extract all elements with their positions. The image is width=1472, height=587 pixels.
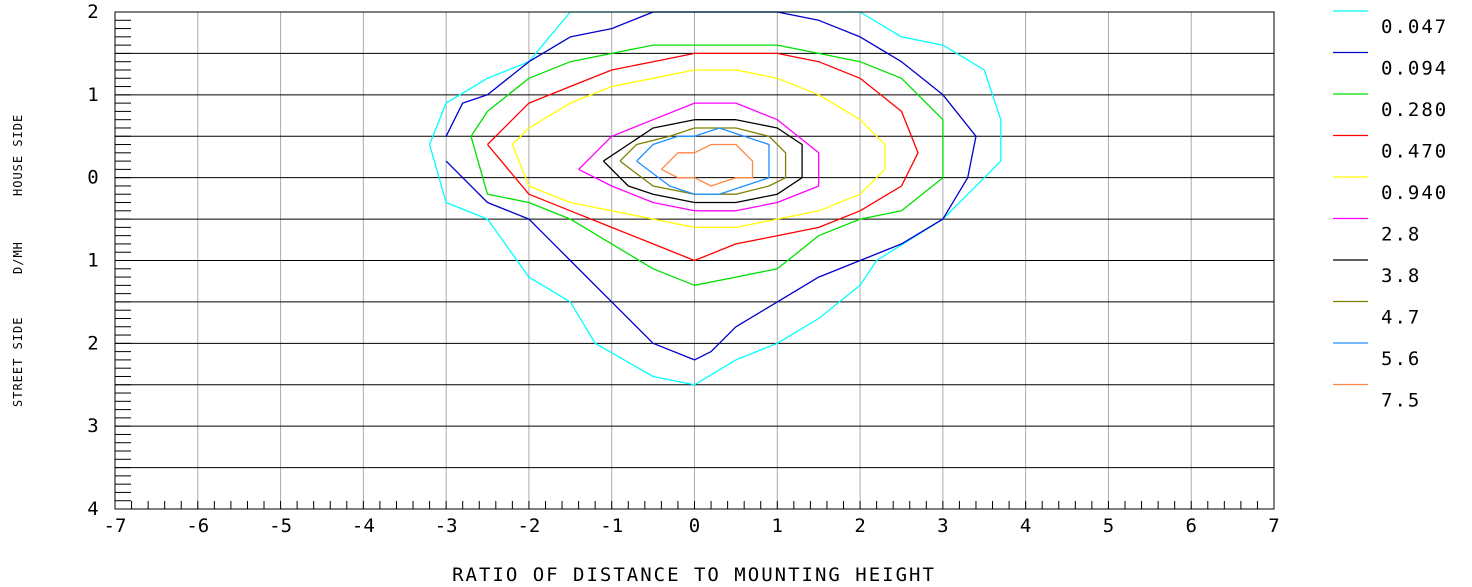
x-tick-label: 2 xyxy=(854,515,865,537)
legend-label: 0.470 xyxy=(1381,141,1448,163)
y-axis-label-street: STREET SIDE xyxy=(11,317,25,407)
contour-line xyxy=(637,128,769,194)
y-axis-label-house: HOUSE SIDE xyxy=(11,114,25,196)
x-axis-title: RATIO OF DISTANCE TO MOUNTING HEIGHT xyxy=(452,564,936,586)
y-tick-label: 1 xyxy=(87,84,98,106)
x-tick-label: -2 xyxy=(517,515,540,537)
legend-label: 3.8 xyxy=(1381,265,1421,287)
y-axis-label-dmh: D/MH xyxy=(11,241,25,274)
contour-line xyxy=(620,128,786,194)
contour-line xyxy=(471,45,943,285)
y-tick-label: 0 xyxy=(87,167,98,189)
y-tick-label: 2 xyxy=(87,1,98,23)
x-tick-label: -4 xyxy=(352,515,375,537)
legend-label: 0.940 xyxy=(1381,182,1448,204)
x-tick-label: -3 xyxy=(435,515,458,537)
x-tick-label: 7 xyxy=(1268,515,1279,537)
contour-lines xyxy=(430,12,1001,385)
x-tick-label: 0 xyxy=(689,515,700,537)
y-tick-label: 4 xyxy=(87,498,98,520)
x-tick-label: 5 xyxy=(1103,515,1114,537)
legend: 0.047 0.094 0.280 0.470 0.940 2.8 3.8 4.7 5.6 7.5 xyxy=(1333,11,1448,412)
contour-line xyxy=(512,70,885,227)
x-tick-label: -5 xyxy=(269,515,292,537)
contour-line xyxy=(661,145,752,187)
x-tick-label: 3 xyxy=(937,515,948,537)
x-tick-label: 1 xyxy=(772,515,783,537)
legend-label: 0.094 xyxy=(1381,58,1448,80)
contour-line xyxy=(430,12,1001,385)
legend-label: 0.280 xyxy=(1381,99,1448,121)
y-tick-label: 3 xyxy=(87,415,98,437)
x-tick-label: -7 xyxy=(104,515,127,537)
contour-line xyxy=(603,120,802,203)
legend-label: 7.5 xyxy=(1381,390,1421,412)
y-tick-label: 2 xyxy=(87,332,98,354)
legend-label: 4.7 xyxy=(1381,307,1421,329)
legend-label: 0.047 xyxy=(1381,16,1448,38)
contour-line xyxy=(488,53,919,260)
x-tick-label: 4 xyxy=(1020,515,1031,537)
y-tick-label: 1 xyxy=(87,250,98,272)
legend-label: 5.6 xyxy=(1381,348,1421,370)
legend-label: 2.8 xyxy=(1381,224,1421,246)
x-tick-label: -6 xyxy=(186,515,209,537)
x-tick-label: -1 xyxy=(600,515,623,537)
axes: -7 -6 -5 -4 -3 -2 -1 0 1 2 3 4 5 6 7 2 1 0 1 2 3 4 xyxy=(87,1,1279,537)
x-tick-label: 6 xyxy=(1185,515,1196,537)
